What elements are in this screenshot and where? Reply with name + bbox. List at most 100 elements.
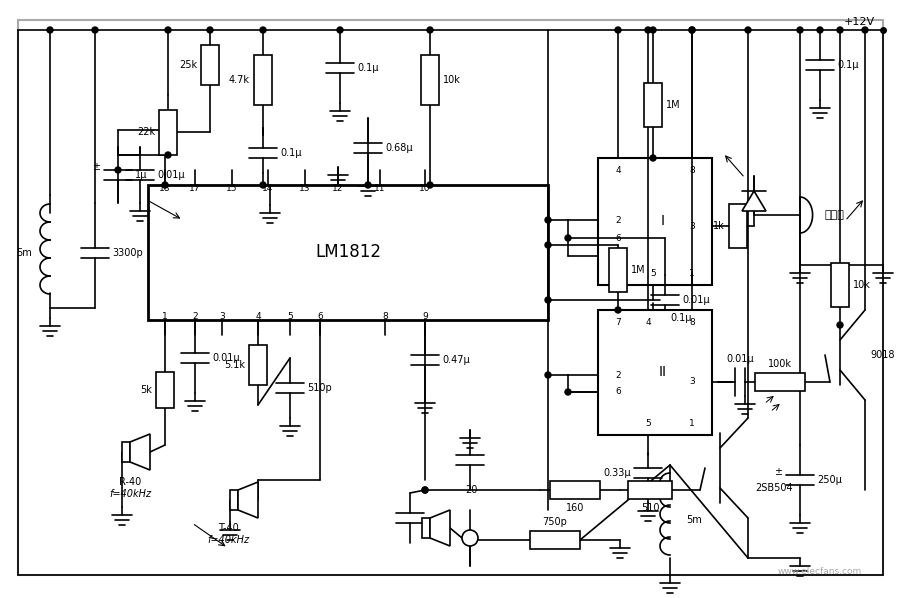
Text: ±: ± (773, 467, 781, 477)
Polygon shape (741, 191, 765, 211)
Polygon shape (429, 510, 449, 546)
Bar (643, 83, 661, 127)
Bar (201, 45, 219, 85)
Text: 3: 3 (219, 312, 225, 321)
Bar (159, 110, 177, 155)
Text: 9: 9 (421, 312, 428, 321)
Bar (230, 490, 238, 510)
Text: 4.7k: 4.7k (229, 75, 250, 85)
Bar (597, 310, 711, 435)
Text: 0.47μ: 0.47μ (441, 355, 469, 365)
Circle shape (92, 27, 98, 33)
Text: 5m: 5m (686, 515, 701, 525)
Text: 510p: 510p (307, 383, 331, 393)
Circle shape (796, 27, 802, 33)
Text: 100k: 100k (767, 359, 791, 369)
Bar (253, 55, 272, 105)
Circle shape (688, 27, 695, 33)
Text: 5k: 5k (140, 385, 152, 395)
Circle shape (816, 27, 822, 33)
Text: 3: 3 (688, 221, 695, 230)
Text: 0.33μ: 0.33μ (603, 468, 630, 478)
Text: f=40kHz: f=40kHz (207, 535, 249, 545)
Text: 8: 8 (688, 318, 695, 327)
Text: 18: 18 (159, 184, 170, 193)
Text: 0.68μ: 0.68μ (384, 143, 412, 153)
Text: 1: 1 (162, 312, 168, 321)
Bar (122, 442, 130, 462)
Bar (830, 263, 848, 307)
Text: 0.01μ: 0.01μ (212, 353, 239, 363)
Text: 5m: 5m (16, 248, 32, 258)
Text: 1k: 1k (713, 221, 724, 231)
Text: 2: 2 (614, 371, 621, 380)
Text: 6: 6 (614, 388, 621, 396)
Text: 14: 14 (262, 184, 273, 193)
Text: 0.1μ: 0.1μ (356, 63, 378, 73)
Text: 160: 160 (566, 503, 584, 513)
Circle shape (427, 27, 433, 33)
Circle shape (861, 27, 867, 33)
Bar (420, 55, 438, 105)
Circle shape (565, 389, 570, 395)
Text: LM1812: LM1812 (315, 243, 381, 261)
Circle shape (421, 487, 428, 493)
Circle shape (207, 27, 213, 33)
Text: 5.1k: 5.1k (224, 360, 244, 370)
Circle shape (165, 152, 170, 158)
Circle shape (614, 307, 621, 313)
Circle shape (336, 27, 343, 33)
Text: 20: 20 (465, 485, 477, 495)
Circle shape (649, 155, 655, 161)
Text: 0.01μ: 0.01μ (681, 295, 709, 305)
Text: 4: 4 (644, 318, 650, 327)
Text: 0.01μ: 0.01μ (725, 354, 753, 364)
Circle shape (649, 27, 655, 33)
Circle shape (836, 27, 842, 33)
Text: 12: 12 (332, 184, 344, 193)
Text: 13: 13 (299, 184, 310, 193)
Text: 22k: 22k (137, 127, 155, 137)
Bar (148, 185, 548, 320)
Circle shape (260, 182, 266, 188)
Text: 1μ: 1μ (135, 170, 147, 180)
Circle shape (545, 297, 550, 303)
Bar (156, 372, 174, 408)
Polygon shape (130, 434, 150, 470)
Text: ±: ± (92, 162, 100, 172)
Text: 2SB504: 2SB504 (754, 483, 792, 493)
Circle shape (565, 235, 570, 241)
Circle shape (545, 242, 550, 248)
Text: T-40: T-40 (217, 523, 238, 533)
Text: 1: 1 (688, 269, 695, 277)
Text: 510: 510 (640, 503, 658, 513)
Text: 8: 8 (382, 312, 388, 321)
Circle shape (161, 182, 168, 188)
Text: 2: 2 (192, 312, 198, 321)
Text: 0.01μ: 0.01μ (157, 170, 184, 180)
Circle shape (165, 27, 170, 33)
Text: 1: 1 (688, 419, 695, 428)
Text: 4: 4 (255, 312, 261, 321)
Text: +12V: +12V (843, 17, 874, 27)
Circle shape (364, 182, 371, 188)
Text: 17: 17 (189, 184, 200, 193)
Bar (529, 531, 579, 549)
Text: 11: 11 (373, 184, 385, 193)
Text: 0.1μ: 0.1μ (669, 313, 691, 323)
Circle shape (614, 27, 621, 33)
Text: 0.1μ: 0.1μ (836, 60, 858, 70)
Text: 10k: 10k (852, 280, 870, 290)
Text: 1M: 1M (630, 265, 645, 275)
Text: 4: 4 (614, 166, 621, 175)
Text: 5: 5 (644, 419, 650, 428)
Text: 6: 6 (614, 233, 621, 243)
Circle shape (545, 217, 550, 223)
Text: 25k: 25k (179, 60, 197, 70)
Text: 3: 3 (688, 377, 695, 386)
Bar (608, 248, 626, 292)
Bar (728, 204, 746, 248)
Circle shape (744, 27, 750, 33)
Text: R-40: R-40 (119, 477, 141, 487)
Bar (597, 158, 711, 285)
